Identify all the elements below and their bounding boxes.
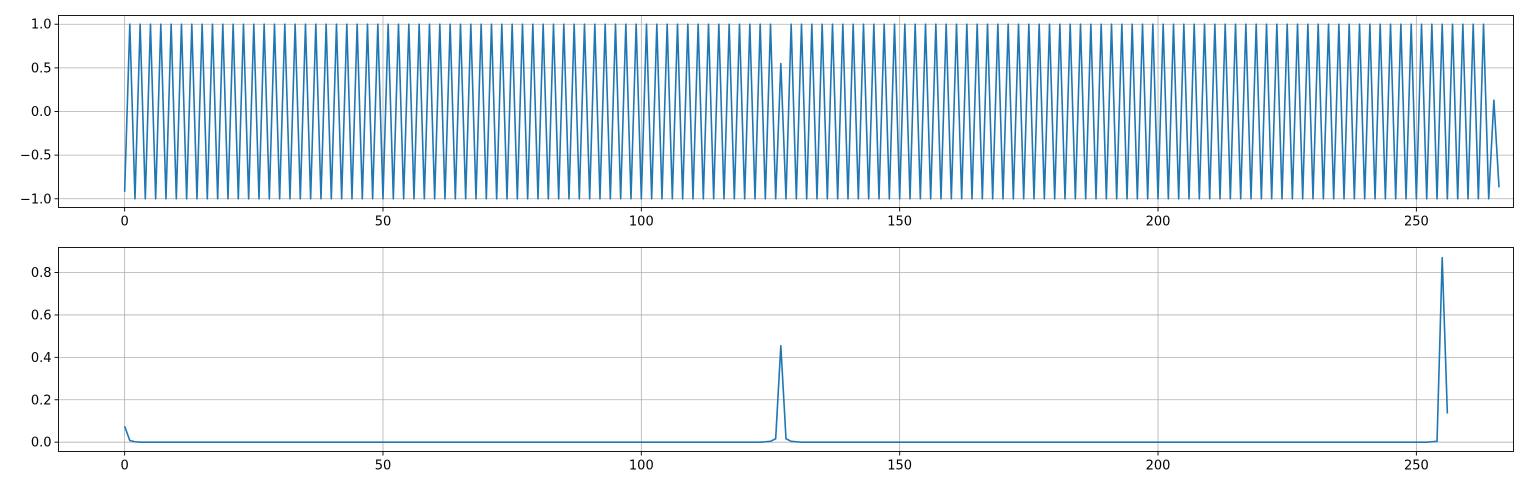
- y-tick-label: 0.0: [31, 436, 52, 451]
- y-tick-label: 0.5: [31, 61, 52, 76]
- x-tick-label: 200: [1146, 459, 1171, 474]
- y-tick-label: 0.4: [31, 351, 52, 366]
- x-tick-label: 100: [629, 215, 654, 230]
- top-signal-chart: 0 50 100 150 200 250 −1.0 −0.5 0.0 0.5 1.0: [20, 15, 1514, 230]
- y-tick-label: 0.2: [31, 393, 52, 408]
- y-tick-label: −1.0: [20, 192, 52, 207]
- x-tick-label: 50: [375, 459, 392, 474]
- y-tick-label: −0.5: [20, 149, 52, 164]
- y-tick-label: 1.0: [31, 18, 52, 33]
- bottom-spectrum-chart: 0 50 100 150 200 250 0.0 0.2 0.4 0.6 0.8: [31, 247, 1514, 474]
- x-tick-label: 200: [1146, 215, 1171, 230]
- series-line: [123, 23, 1500, 200]
- y-tick-label: 0.8: [31, 266, 52, 281]
- x-tick-label: 150: [887, 459, 912, 474]
- axes-frame: [58, 247, 1514, 452]
- x-tick-label: 250: [1404, 459, 1429, 474]
- x-tick-label: 100: [629, 459, 654, 474]
- x-tick-label: 250: [1404, 215, 1429, 230]
- x-tick-label: 0: [120, 459, 128, 474]
- series-line: [123, 256, 1449, 443]
- x-tick-label: 150: [887, 215, 912, 230]
- x-tick-label: 50: [375, 215, 392, 230]
- x-tick-label: 0: [120, 215, 128, 230]
- y-tick-label: 0.6: [31, 308, 52, 323]
- y-tick-label: 0.0: [31, 105, 52, 120]
